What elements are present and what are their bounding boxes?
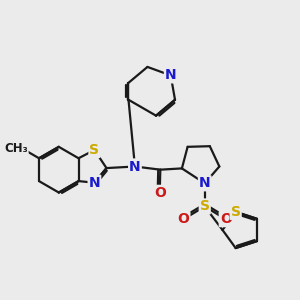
Text: N: N	[199, 176, 211, 190]
Text: O: O	[154, 186, 166, 200]
Text: N: N	[165, 68, 176, 83]
Text: S: S	[231, 205, 241, 219]
Text: S: S	[200, 200, 210, 214]
Text: S: S	[89, 143, 99, 157]
Text: N: N	[88, 176, 100, 190]
Text: O: O	[178, 212, 189, 226]
Text: CH₃: CH₃	[4, 142, 28, 154]
Text: N: N	[129, 160, 141, 173]
Text: O: O	[220, 212, 232, 226]
